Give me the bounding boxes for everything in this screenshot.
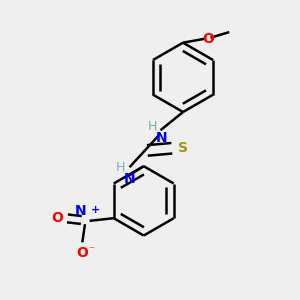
Text: +: + xyxy=(91,205,100,215)
Text: O: O xyxy=(202,32,214,46)
Text: O: O xyxy=(76,246,88,260)
Text: N: N xyxy=(124,172,135,186)
Text: H: H xyxy=(148,120,157,134)
Text: ⁻: ⁻ xyxy=(88,245,94,255)
Text: N: N xyxy=(155,131,167,145)
Text: N: N xyxy=(75,204,87,218)
Text: S: S xyxy=(178,141,188,155)
Text: O: O xyxy=(51,211,63,225)
Text: H: H xyxy=(116,161,126,174)
